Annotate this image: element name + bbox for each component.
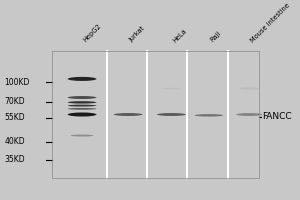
Ellipse shape [68,108,97,110]
Ellipse shape [68,105,97,107]
Ellipse shape [68,101,97,104]
Text: 40KD: 40KD [4,137,25,146]
Bar [52,51,259,178]
Text: 100KD: 100KD [4,78,30,87]
Ellipse shape [239,87,259,90]
Ellipse shape [68,77,97,81]
Ellipse shape [236,113,262,116]
Ellipse shape [68,112,97,117]
Ellipse shape [68,96,97,99]
Ellipse shape [163,88,180,89]
Text: 55KD: 55KD [4,113,25,122]
Text: HeLa: HeLa [171,27,188,43]
Ellipse shape [70,135,94,136]
Ellipse shape [194,114,223,117]
Text: Raji: Raji [209,30,222,43]
Bar [52,51,259,178]
Text: Jurkat: Jurkat [128,25,146,43]
Text: FANCC: FANCC [262,112,292,121]
Text: Mouse intestine: Mouse intestine [249,2,291,43]
Ellipse shape [114,113,142,116]
Text: 70KD: 70KD [4,97,25,106]
Ellipse shape [157,113,186,116]
Text: 35KD: 35KD [4,155,25,164]
Text: HepG2: HepG2 [82,23,102,43]
